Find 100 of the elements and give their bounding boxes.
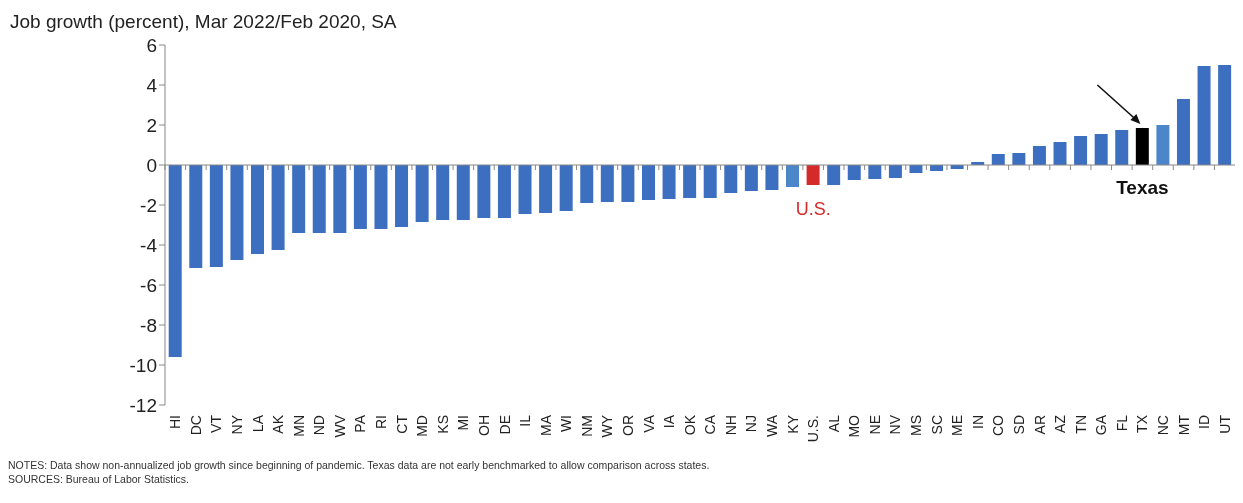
x-tick-label: FL: [1113, 414, 1130, 432]
bar: [1197, 66, 1211, 165]
bar: [765, 165, 779, 190]
text: NOTES: Data show non-annualized job growth since beginning of pandemic. Texas data are not early benchmarked to allow comparison across states.: [8, 458, 711, 472]
x-tick-label: HI: [167, 415, 184, 429]
y-tick-label: 4: [146, 74, 158, 96]
x-tick-label: LA: [249, 414, 266, 433]
y-tick-label: -6: [140, 274, 157, 296]
y-tick-label: 2: [146, 114, 157, 136]
x-tick-label: ID: [1196, 415, 1213, 429]
bar: [477, 165, 491, 218]
x-tick-label: OK: [681, 414, 698, 436]
x-tick-label: AK: [270, 414, 287, 434]
bar: [271, 165, 285, 250]
bar: [456, 165, 470, 220]
bar: [415, 165, 429, 222]
x-tick-label: KS: [434, 415, 451, 434]
x-tick-label: ME: [949, 415, 966, 436]
bar: [539, 165, 553, 213]
x-tick-label: NC: [1154, 415, 1171, 436]
x-tick-label: MS: [908, 415, 925, 436]
x-tick-label: UT: [1216, 414, 1233, 434]
bar: [868, 165, 882, 179]
bar: [1094, 134, 1108, 165]
bar: [724, 165, 738, 193]
bar: [662, 165, 676, 199]
bar: [580, 165, 594, 203]
x-tick-label: TN: [1072, 415, 1089, 434]
x-tick-label: DE: [496, 415, 513, 435]
bar: [1053, 142, 1067, 165]
x-tick-label: MO: [846, 414, 863, 438]
bar: [168, 165, 182, 357]
x-tick-label: MI: [455, 415, 472, 431]
bar: [621, 165, 635, 202]
x-tick-label: VT: [208, 414, 225, 433]
x-tick-label: NH: [722, 415, 739, 436]
x-tick-label: WV: [331, 414, 348, 438]
x-tick-label: NV: [887, 414, 904, 435]
x-tick-label: WI: [558, 415, 575, 433]
x-tick-label: U.S.: [805, 415, 822, 443]
y-tick-label: -8: [140, 314, 157, 336]
source-note: SOURCES: Bureau of Labor Statistics.: [8, 472, 190, 486]
bar: [1032, 146, 1046, 165]
x-tick-label: NE: [866, 415, 883, 435]
x-tick-label: VA: [640, 414, 657, 433]
y-tick-label: -12: [129, 394, 157, 416]
x-tick-label: GA: [1093, 414, 1110, 436]
x-tick-label: SC: [928, 415, 945, 435]
x-tick-label: IL: [517, 414, 534, 427]
bar: [1115, 130, 1129, 165]
bar: [1156, 125, 1170, 165]
bar: [888, 165, 902, 178]
bar: [641, 165, 655, 200]
bar: [703, 165, 717, 198]
bar: [559, 165, 573, 211]
annotation: U.S.: [795, 199, 831, 219]
bar: [806, 165, 820, 185]
x-tick-label: IN: [969, 415, 986, 429]
x-tick-label: TX: [1134, 414, 1151, 433]
bar: [744, 165, 758, 191]
bar: [786, 165, 800, 187]
bar: [827, 165, 841, 185]
y-tick-label: -2: [140, 194, 157, 216]
bar: [847, 165, 861, 180]
bar: [395, 165, 409, 227]
y-tick-label: -4: [140, 234, 158, 256]
x-tick-label: AR: [1031, 415, 1048, 435]
x-tick-label: OR: [619, 415, 636, 436]
x-tick-label: MD: [414, 415, 431, 437]
bar: [600, 165, 614, 202]
x-tick-label: NY: [229, 414, 246, 435]
annotation: Texas: [1116, 176, 1169, 198]
x-tick-label: CT: [393, 414, 410, 434]
y-tick-label: 0: [146, 154, 157, 176]
y-tick-label: -10: [129, 354, 157, 376]
bar: [1218, 65, 1232, 165]
bar: [1012, 153, 1026, 165]
x-tick-label: ND: [311, 415, 328, 436]
x-tick-label: RI: [373, 415, 390, 429]
y-tick-label: 6: [146, 34, 157, 56]
x-tick-label: NJ: [743, 415, 760, 433]
x-tick-label: WA: [764, 414, 781, 438]
x-tick-label: KY: [784, 414, 801, 434]
x-tick-label: DC: [187, 415, 204, 436]
x-tick-label: MA: [537, 414, 554, 436]
x-tick-label: MN: [290, 415, 307, 437]
x-tick-label: PA: [352, 414, 369, 433]
x-tick-label: MT: [1175, 414, 1192, 436]
x-tick-label: AL: [825, 414, 842, 433]
bar: [292, 165, 306, 233]
x-tick-label: AZ: [1052, 414, 1069, 433]
bar: [991, 154, 1005, 165]
chart-title: Job growth (percent), Mar 2022/Feb 2020, SA: [9, 10, 398, 34]
bar: [1074, 136, 1088, 165]
bar: [230, 165, 244, 260]
bar: [436, 165, 450, 220]
bar: [189, 165, 203, 268]
bar: [683, 165, 697, 198]
bar: [1135, 128, 1149, 165]
bar: [518, 165, 532, 214]
